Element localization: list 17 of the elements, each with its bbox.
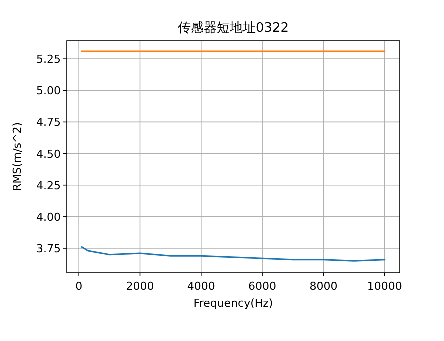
- y-tick-label: 5.00: [36, 84, 61, 98]
- x-tick-label: 6000: [248, 280, 277, 293]
- x-tick-label: 2000: [126, 280, 154, 293]
- y-axis-title: RMS(m/s^2): [11, 122, 24, 192]
- y-tick-label: 4.75: [36, 116, 61, 130]
- y-tick-label: 4.00: [36, 210, 61, 224]
- x-tick-label: 0: [76, 280, 83, 293]
- x-axis-title: Frequency(Hz): [194, 297, 274, 310]
- chart-title: 传感器短地址0322: [178, 21, 290, 36]
- y-tick-label: 5.25: [36, 53, 61, 66]
- y-tick-label: 4.25: [36, 179, 61, 192]
- y-tick-label: 4.50: [36, 148, 61, 161]
- x-tick-label: 4000: [187, 280, 216, 293]
- y-tick-label: 3.75: [36, 242, 61, 256]
- x-tick-label: 10000: [367, 280, 402, 293]
- line-series: [81, 246, 386, 262]
- x-tick-label: 8000: [310, 280, 338, 293]
